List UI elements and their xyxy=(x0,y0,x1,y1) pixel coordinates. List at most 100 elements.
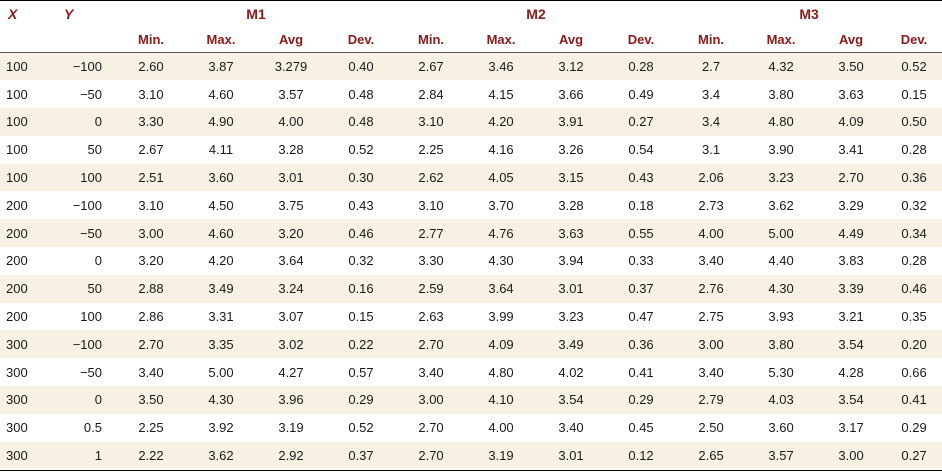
cell-m1-max: 4.60 xyxy=(208,86,234,102)
cell-m3-max: 3.90 xyxy=(768,142,794,158)
cell-x: 200 xyxy=(6,197,28,213)
cell-m1-avg: 3.279 xyxy=(256,52,326,81)
cell-x: 300 xyxy=(0,441,50,470)
subheader-m2-dev: Dev. xyxy=(606,27,677,53)
cell-x: 100 xyxy=(6,86,28,102)
cell-m1-dev: 0.30 xyxy=(326,163,397,192)
cell-x: 200 xyxy=(0,219,50,248)
cell-m1-dev: 0.22 xyxy=(326,330,397,359)
subheader-m3-dev: Dev. xyxy=(886,27,942,53)
header-row-stats: Min. Max. Avg Dev. Min. Max. Avg Dev. Mi… xyxy=(0,27,942,53)
cell-m2-min: 2.70 xyxy=(396,330,467,359)
cell-y: −50 xyxy=(79,364,102,380)
cell-m3-dev: 0.28 xyxy=(901,142,927,158)
subheader-m3-min: Min. xyxy=(676,27,747,53)
cell-m2-min: 3.10 xyxy=(396,108,467,136)
cell-m1-avg: 3.75 xyxy=(278,197,304,213)
cell-m2-dev: 0.36 xyxy=(606,330,677,359)
subheader-m1-dev: Dev. xyxy=(326,27,397,53)
cell-m3-max: 3.80 xyxy=(768,86,794,102)
cell-m2-max: 4.20 xyxy=(466,108,537,136)
cell-m3-avg: 4.28 xyxy=(838,364,864,380)
cell-m1-min: 3.30 xyxy=(116,108,186,136)
cell-m1-avg: 4.00 xyxy=(256,108,326,136)
cell-m2-avg: 3.94 xyxy=(558,253,584,269)
cell-m2-max: 4.80 xyxy=(488,364,514,380)
cell-m2-min: 2.77 xyxy=(396,219,467,248)
cell-m3-avg: 3.21 xyxy=(838,309,864,325)
cell-x: 300 xyxy=(0,330,50,359)
cell-m2-max: 3.70 xyxy=(488,197,514,213)
cell-m2-min: 2.63 xyxy=(418,309,444,325)
cell-m3-avg: 3.83 xyxy=(838,253,864,269)
cell-m2-max: 4.30 xyxy=(488,253,514,269)
table-body: 100 −100 2.60 3.87 3.279 0.40 2.67 3.46 3.12 0.28… xyxy=(0,52,942,470)
cell-m3-dev: 0.41 xyxy=(886,386,942,414)
cell-x: 300 xyxy=(6,420,28,436)
cell-m3-min: 2.50 xyxy=(698,420,724,436)
cell-m1-max: 4.11 xyxy=(208,142,234,158)
cell-m1-dev: 0.52 xyxy=(348,142,374,158)
cell-m3-avg: 4.09 xyxy=(816,108,887,136)
cell-m2-avg: 3.26 xyxy=(558,142,584,158)
cell-y: −100 xyxy=(50,330,116,359)
subheader-m1-max: Max. xyxy=(186,27,256,53)
cell-m1-max: 3.87 xyxy=(186,52,256,81)
cell-m1-avg: 3.20 xyxy=(256,219,326,248)
cell-m1-avg: 3.19 xyxy=(278,420,304,436)
cell-m3-dev: 0.35 xyxy=(901,309,927,325)
y-header: Y xyxy=(64,6,74,22)
table-row: 300 −100 2.70 3.35 3.02 0.22 2.70 4.09 3.49 0.36 3… xyxy=(0,330,942,359)
header-spacer xyxy=(0,27,50,53)
cell-m2-dev: 0.54 xyxy=(628,142,654,158)
cell-m2-avg: 3.49 xyxy=(536,330,607,359)
cell-m2-dev: 0.41 xyxy=(628,364,654,380)
cell-m2-dev: 0.55 xyxy=(606,219,677,248)
cell-m2-max: 4.09 xyxy=(466,330,537,359)
cell-m1-min: 2.25 xyxy=(138,420,164,436)
cell-m3-min: 3.1 xyxy=(701,142,721,158)
cell-m3-min: 3.40 xyxy=(698,253,724,269)
cell-m3-avg: 2.70 xyxy=(816,163,887,192)
cell-m1-avg: 3.28 xyxy=(278,142,304,158)
cell-y: 0 xyxy=(50,386,116,414)
cell-x: 100 xyxy=(0,163,50,192)
cell-m3-max: 5.30 xyxy=(768,364,794,380)
cell-m3-avg: 4.49 xyxy=(816,219,887,248)
cell-m1-dev: 0.40 xyxy=(326,52,397,81)
cell-y: 1 xyxy=(50,441,116,470)
cell-m1-min: 3.20 xyxy=(138,253,164,269)
cell-m3-min: 4.00 xyxy=(676,219,747,248)
cell-m2-dev: 0.43 xyxy=(606,163,677,192)
subheader-m3-avg: Avg xyxy=(816,27,887,53)
cell-y: 0 xyxy=(50,108,116,136)
cell-m3-min: 2.73 xyxy=(698,197,724,213)
cell-m3-max: 3.80 xyxy=(746,330,817,359)
cell-m3-max: 3.62 xyxy=(768,197,794,213)
cell-x: 300 xyxy=(6,364,28,380)
cell-m3-min: 2.79 xyxy=(676,386,747,414)
cell-m2-avg: 3.63 xyxy=(536,219,607,248)
cell-m3-max: 4.80 xyxy=(746,108,817,136)
cell-m1-max: 4.60 xyxy=(186,219,256,248)
cell-m2-min: 2.70 xyxy=(396,441,467,470)
cell-m3-dev: 0.27 xyxy=(886,441,942,470)
cell-m2-dev: 0.18 xyxy=(628,197,654,213)
cell-m1-max: 3.92 xyxy=(208,420,234,436)
cell-m2-avg: 3.23 xyxy=(558,309,584,325)
cell-m1-dev: 0.16 xyxy=(326,274,397,303)
header-row-groups: X Y M1 M2 M3 xyxy=(0,1,942,27)
cell-m2-avg: 4.02 xyxy=(558,364,584,380)
cell-x: 100 xyxy=(6,142,28,158)
cell-m1-max: 4.20 xyxy=(208,253,234,269)
cell-m3-min: 2.65 xyxy=(676,441,747,470)
cell-m1-max: 4.30 xyxy=(186,386,256,414)
cell-m3-dev: 0.28 xyxy=(901,253,927,269)
cell-m3-dev: 0.34 xyxy=(886,219,942,248)
cell-m1-avg: 2.92 xyxy=(256,441,326,470)
cell-m1-avg: 3.96 xyxy=(256,386,326,414)
cell-m3-avg: 3.17 xyxy=(838,420,864,436)
subheader-m1-min: Min. xyxy=(116,27,186,53)
cell-m2-dev: 0.45 xyxy=(628,420,654,436)
cell-m1-min: 2.67 xyxy=(138,142,164,158)
